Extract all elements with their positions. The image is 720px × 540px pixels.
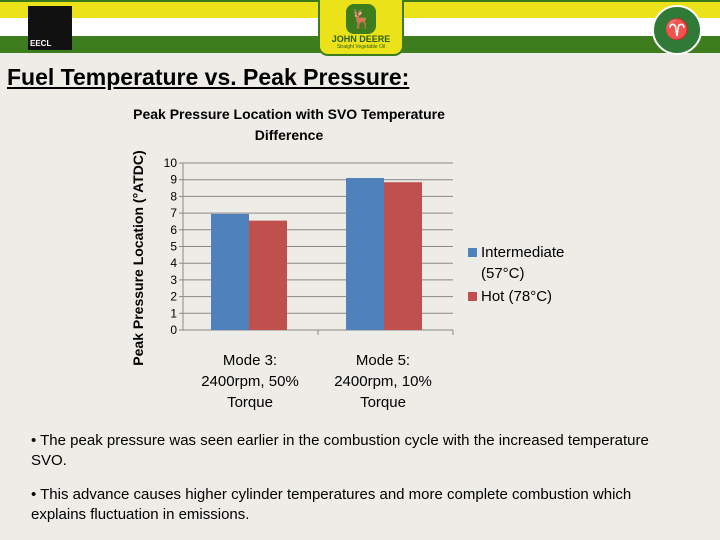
y-tick-label: 2 [170,290,177,304]
header-banner: EECL 🦌 JOHN DEERE Straight Vegetable Oil… [0,0,720,56]
y-tick-label: 8 [170,189,177,203]
category-label: Mode 3: 2400rpm, 50% Torque [201,352,299,411]
y-tick-label: 5 [170,240,177,254]
legend-swatch [468,248,477,257]
ram-logo-icon: ♈ [652,5,702,55]
bar [211,213,249,330]
legend: Intermediate (57°C) Hot (78°C) [468,242,601,307]
chart-title: Peak Pressure Location with SVO Temperat… [133,106,445,143]
bar [346,178,384,330]
y-tick-label: 10 [164,156,178,170]
legend-item: Hot (78°C) [468,286,601,307]
category-label: Mode 5: 2400rpm, 10% Torque [334,352,432,411]
y-tick-label: 9 [170,173,177,187]
eecl-logo-text: EECL [30,39,52,48]
y-tick-label: 7 [170,206,177,220]
y-tick-label: 3 [170,273,177,287]
deer-icon: 🦌 [346,4,376,34]
logo-text: JOHN DEERE [331,34,391,44]
y-tick-label: 0 [170,323,177,337]
bar [384,182,422,330]
legend-label: Hot (78°C) [481,288,553,305]
john-deere-logo: 🦌 JOHN DEERE Straight Vegetable Oil [318,0,404,56]
eecl-logo: EECL [28,6,72,50]
y-tick-label: 1 [170,306,177,320]
legend-swatch [468,292,477,301]
y-tick-label: 6 [170,223,177,237]
bar [249,220,287,330]
legend-label: Intermediate (57°C) [481,244,565,282]
bullet-point: • The peak pressure was seen earlier in … [31,432,649,469]
y-tick-label: 4 [170,256,177,270]
slide-title: Fuel Temperature vs. Peak Pressure: [7,64,410,90]
bullet-point: • This advance causes higher cylinder te… [31,486,632,523]
legend-item: Intermediate (57°C) [468,242,601,284]
logo-subtext: Straight Vegetable Oil [336,44,386,50]
